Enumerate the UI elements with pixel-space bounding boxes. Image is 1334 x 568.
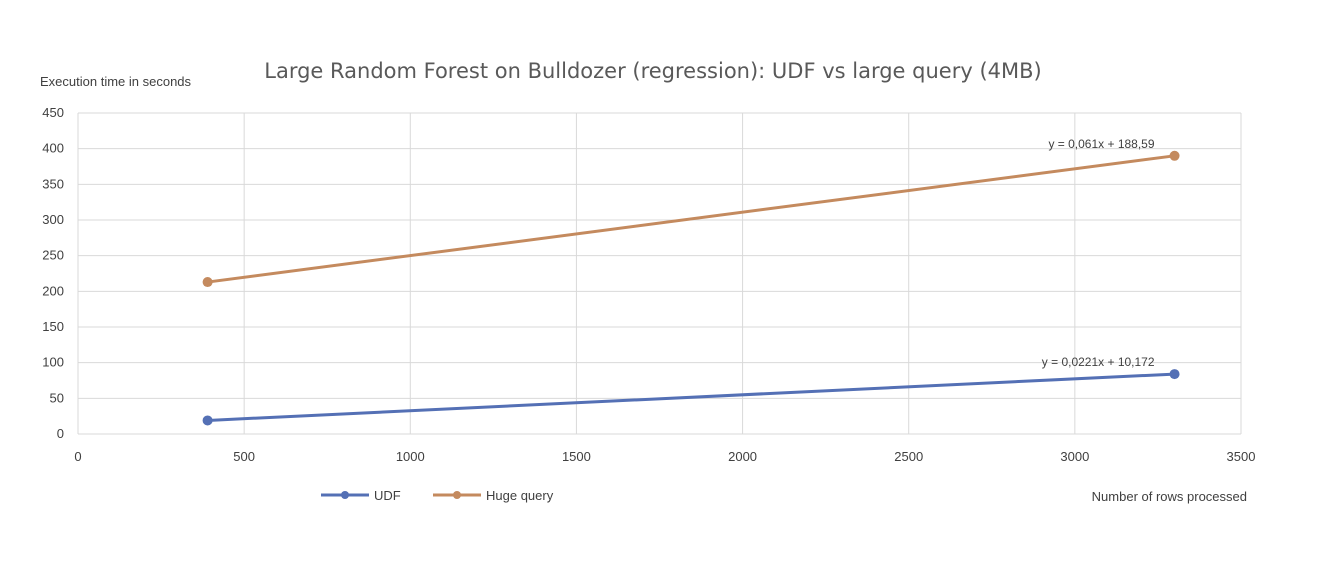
x-tick-label: 2500 (894, 449, 923, 464)
x-tick-label: 0 (74, 449, 81, 464)
x-tick-labels: 0 500 1000 1500 2000 2500 3000 3500 (74, 449, 1255, 464)
y-tick-labels: 0 50 100 150 200 250 300 350 400 450 (42, 105, 64, 441)
data-point (202, 415, 213, 426)
series-line-udf (206, 372, 1177, 422)
y-tick-label: 250 (42, 248, 64, 263)
y-tick-label: 400 (42, 141, 64, 156)
legend-label: UDF (374, 488, 401, 503)
trendline-equation: y = 0,0221x + 10,172 (1042, 355, 1155, 369)
x-tick-label: 2000 (728, 449, 757, 464)
y-axis-label: Execution time in seconds (40, 74, 192, 89)
legend: UDF Huge query (321, 488, 554, 503)
y-tick-label: 100 (42, 355, 64, 370)
y-tick-label: 0 (57, 426, 64, 441)
x-tick-label: 3500 (1227, 449, 1256, 464)
y-tick-label: 50 (50, 390, 64, 405)
x-tick-label: 500 (233, 449, 255, 464)
series-line-huge-query (206, 154, 1177, 284)
legend-marker (341, 491, 349, 499)
x-tick-label: 3000 (1060, 449, 1089, 464)
data-point (202, 277, 213, 288)
y-tick-label: 450 (42, 105, 64, 120)
y-tick-label: 150 (42, 319, 64, 334)
gridlines (77, 112, 1242, 435)
data-point (1169, 150, 1180, 161)
data-point (1169, 369, 1180, 380)
y-tick-label: 350 (42, 176, 64, 191)
series-group: y = 0,0221x + 10,172 y = 0,061x + 188,59 (202, 137, 1180, 426)
x-tick-label: 1000 (396, 449, 425, 464)
trendline-equation: y = 0,061x + 188,59 (1048, 137, 1154, 151)
y-tick-label: 300 (42, 212, 64, 227)
chart-title: Large Random Forest on Bulldozer (regres… (264, 59, 1041, 83)
legend-label: Huge query (486, 488, 554, 503)
legend-marker (453, 491, 461, 499)
x-axis-label: Number of rows processed (1092, 489, 1247, 504)
x-tick-label: 1500 (562, 449, 591, 464)
y-tick-label: 200 (42, 283, 64, 298)
